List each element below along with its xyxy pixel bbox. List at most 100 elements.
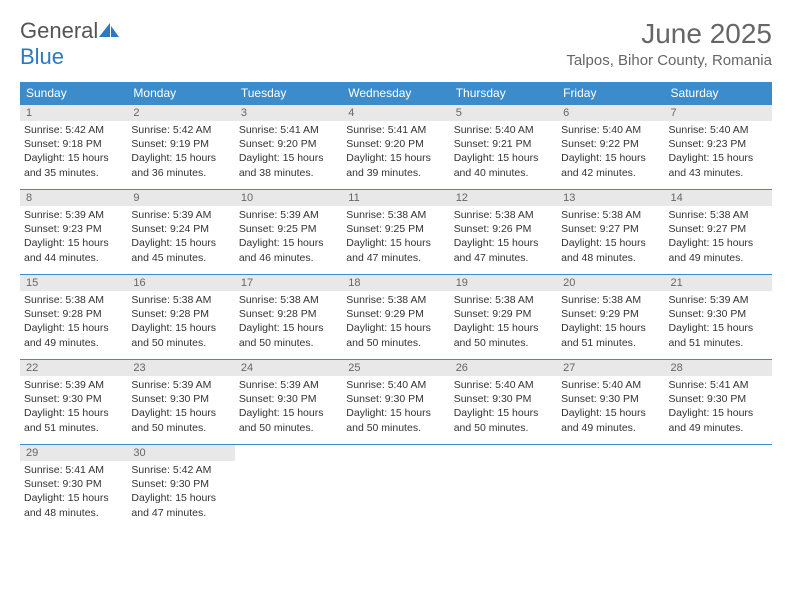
daylight-text: Daylight: 15 hours and 43 minutes. <box>669 151 768 179</box>
sunrise-text: Sunrise: 5:40 AM <box>561 378 660 392</box>
sunset-text: Sunset: 9:18 PM <box>24 137 123 151</box>
day-details: Sunrise: 5:41 AMSunset: 9:30 PMDaylight:… <box>20 461 127 520</box>
day-details: Sunrise: 5:42 AMSunset: 9:30 PMDaylight:… <box>127 461 234 520</box>
weekday-header: Tuesday <box>235 82 342 105</box>
calendar-row: 29Sunrise: 5:41 AMSunset: 9:30 PMDayligh… <box>20 445 772 530</box>
sunset-text: Sunset: 9:23 PM <box>669 137 768 151</box>
calendar-cell: 17Sunrise: 5:38 AMSunset: 9:28 PMDayligh… <box>235 275 342 360</box>
daylight-text: Daylight: 15 hours and 50 minutes. <box>346 321 445 349</box>
daylight-text: Daylight: 15 hours and 47 minutes. <box>131 491 230 519</box>
daylight-text: Daylight: 15 hours and 51 minutes. <box>669 321 768 349</box>
daylight-text: Daylight: 15 hours and 47 minutes. <box>454 236 553 264</box>
sunset-text: Sunset: 9:30 PM <box>239 392 338 406</box>
sunrise-text: Sunrise: 5:39 AM <box>131 378 230 392</box>
sunrise-text: Sunrise: 5:41 AM <box>239 123 338 137</box>
sunset-text: Sunset: 9:28 PM <box>131 307 230 321</box>
day-details: Sunrise: 5:39 AMSunset: 9:30 PMDaylight:… <box>665 291 772 350</box>
day-details: Sunrise: 5:39 AMSunset: 9:30 PMDaylight:… <box>235 376 342 435</box>
day-details: Sunrise: 5:40 AMSunset: 9:30 PMDaylight:… <box>557 376 664 435</box>
calendar-cell: 30Sunrise: 5:42 AMSunset: 9:30 PMDayligh… <box>127 445 234 530</box>
calendar-cell: 5Sunrise: 5:40 AMSunset: 9:21 PMDaylight… <box>450 105 557 190</box>
sunrise-text: Sunrise: 5:38 AM <box>346 293 445 307</box>
day-number: 14 <box>665 190 772 206</box>
day-details: Sunrise: 5:40 AMSunset: 9:21 PMDaylight:… <box>450 121 557 180</box>
sunrise-text: Sunrise: 5:38 AM <box>561 293 660 307</box>
daylight-text: Daylight: 15 hours and 38 minutes. <box>239 151 338 179</box>
day-number: 13 <box>557 190 664 206</box>
day-details: Sunrise: 5:40 AMSunset: 9:30 PMDaylight:… <box>450 376 557 435</box>
weekday-header: Wednesday <box>342 82 449 105</box>
calendar-cell: 18Sunrise: 5:38 AMSunset: 9:29 PMDayligh… <box>342 275 449 360</box>
sunrise-text: Sunrise: 5:40 AM <box>561 123 660 137</box>
calendar-cell: 23Sunrise: 5:39 AMSunset: 9:30 PMDayligh… <box>127 360 234 445</box>
sunset-text: Sunset: 9:21 PM <box>454 137 553 151</box>
sunset-text: Sunset: 9:30 PM <box>454 392 553 406</box>
sunrise-text: Sunrise: 5:42 AM <box>24 123 123 137</box>
weekday-header: Saturday <box>665 82 772 105</box>
day-number: 7 <box>665 105 772 121</box>
day-details: Sunrise: 5:42 AMSunset: 9:19 PMDaylight:… <box>127 121 234 180</box>
calendar-empty-cell <box>342 445 449 530</box>
sunset-text: Sunset: 9:20 PM <box>346 137 445 151</box>
day-number: 29 <box>20 445 127 461</box>
sunrise-text: Sunrise: 5:38 AM <box>669 208 768 222</box>
daylight-text: Daylight: 15 hours and 50 minutes. <box>239 406 338 434</box>
calendar-row: 22Sunrise: 5:39 AMSunset: 9:30 PMDayligh… <box>20 360 772 445</box>
weekday-header: Thursday <box>450 82 557 105</box>
daylight-text: Daylight: 15 hours and 50 minutes. <box>454 321 553 349</box>
sunset-text: Sunset: 9:30 PM <box>131 392 230 406</box>
day-number: 19 <box>450 275 557 291</box>
calendar-cell: 1Sunrise: 5:42 AMSunset: 9:18 PMDaylight… <box>20 105 127 190</box>
sunset-text: Sunset: 9:29 PM <box>561 307 660 321</box>
sunset-text: Sunset: 9:30 PM <box>561 392 660 406</box>
daylight-text: Daylight: 15 hours and 35 minutes. <box>24 151 123 179</box>
sunrise-text: Sunrise: 5:39 AM <box>239 378 338 392</box>
calendar-cell: 3Sunrise: 5:41 AMSunset: 9:20 PMDaylight… <box>235 105 342 190</box>
daylight-text: Daylight: 15 hours and 39 minutes. <box>346 151 445 179</box>
day-number: 22 <box>20 360 127 376</box>
weekday-header: Friday <box>557 82 664 105</box>
day-number: 28 <box>665 360 772 376</box>
sunset-text: Sunset: 9:30 PM <box>24 392 123 406</box>
day-number: 3 <box>235 105 342 121</box>
calendar-empty-cell <box>557 445 664 530</box>
sunrise-text: Sunrise: 5:41 AM <box>24 463 123 477</box>
day-number: 24 <box>235 360 342 376</box>
day-number: 1 <box>20 105 127 121</box>
day-details: Sunrise: 5:38 AMSunset: 9:29 PMDaylight:… <box>557 291 664 350</box>
calendar-cell: 27Sunrise: 5:40 AMSunset: 9:30 PMDayligh… <box>557 360 664 445</box>
daylight-text: Daylight: 15 hours and 42 minutes. <box>561 151 660 179</box>
calendar-body: 1Sunrise: 5:42 AMSunset: 9:18 PMDaylight… <box>20 105 772 530</box>
sunrise-text: Sunrise: 5:42 AM <box>131 463 230 477</box>
day-details: Sunrise: 5:38 AMSunset: 9:28 PMDaylight:… <box>127 291 234 350</box>
sunrise-text: Sunrise: 5:39 AM <box>24 208 123 222</box>
location-subtitle: Talpos, Bihor County, Romania <box>566 52 772 69</box>
title-block: June 2025 Talpos, Bihor County, Romania <box>566 18 772 69</box>
calendar-table: Sunday Monday Tuesday Wednesday Thursday… <box>20 82 772 529</box>
sunrise-text: Sunrise: 5:40 AM <box>454 378 553 392</box>
day-details: Sunrise: 5:42 AMSunset: 9:18 PMDaylight:… <box>20 121 127 180</box>
sunrise-text: Sunrise: 5:40 AM <box>346 378 445 392</box>
day-details: Sunrise: 5:39 AMSunset: 9:23 PMDaylight:… <box>20 206 127 265</box>
day-details: Sunrise: 5:38 AMSunset: 9:28 PMDaylight:… <box>235 291 342 350</box>
sunrise-text: Sunrise: 5:39 AM <box>239 208 338 222</box>
daylight-text: Daylight: 15 hours and 44 minutes. <box>24 236 123 264</box>
day-number: 27 <box>557 360 664 376</box>
calendar-row: 8Sunrise: 5:39 AMSunset: 9:23 PMDaylight… <box>20 190 772 275</box>
calendar-cell: 14Sunrise: 5:38 AMSunset: 9:27 PMDayligh… <box>665 190 772 275</box>
logo-text-general: General <box>20 18 98 43</box>
calendar-cell: 19Sunrise: 5:38 AMSunset: 9:29 PMDayligh… <box>450 275 557 360</box>
day-details: Sunrise: 5:38 AMSunset: 9:26 PMDaylight:… <box>450 206 557 265</box>
daylight-text: Daylight: 15 hours and 50 minutes. <box>131 321 230 349</box>
calendar-row: 1Sunrise: 5:42 AMSunset: 9:18 PMDaylight… <box>20 105 772 190</box>
calendar-cell: 22Sunrise: 5:39 AMSunset: 9:30 PMDayligh… <box>20 360 127 445</box>
sunrise-text: Sunrise: 5:42 AM <box>131 123 230 137</box>
calendar-cell: 8Sunrise: 5:39 AMSunset: 9:23 PMDaylight… <box>20 190 127 275</box>
day-details: Sunrise: 5:38 AMSunset: 9:27 PMDaylight:… <box>665 206 772 265</box>
day-number: 25 <box>342 360 449 376</box>
day-details: Sunrise: 5:39 AMSunset: 9:30 PMDaylight:… <box>20 376 127 435</box>
day-details: Sunrise: 5:38 AMSunset: 9:27 PMDaylight:… <box>557 206 664 265</box>
calendar-cell: 12Sunrise: 5:38 AMSunset: 9:26 PMDayligh… <box>450 190 557 275</box>
sunrise-text: Sunrise: 5:38 AM <box>239 293 338 307</box>
logo-text: General Blue <box>20 18 120 70</box>
